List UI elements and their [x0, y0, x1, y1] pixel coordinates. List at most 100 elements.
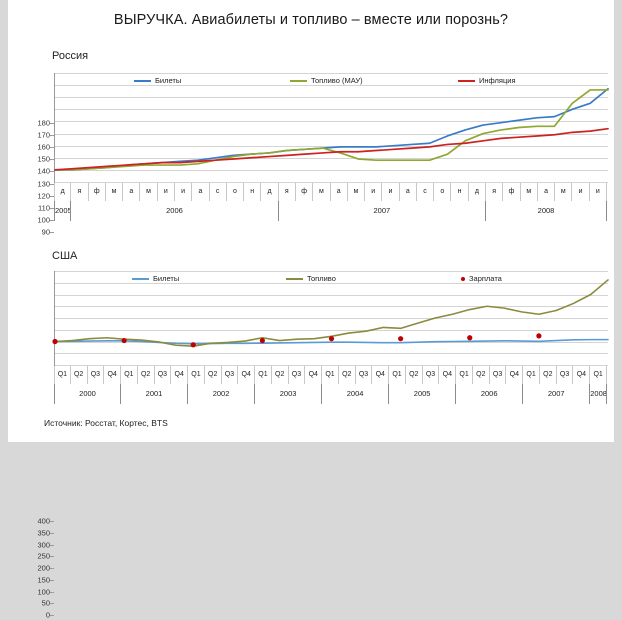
y-axis-tick-label: 110: [38, 203, 50, 213]
x-axis-tick-label: Q4: [372, 366, 390, 384]
chart-usa-series: [52, 271, 608, 348]
gridline: [55, 133, 608, 135]
legend-item[interactable]: Зарплата: [454, 274, 502, 283]
series-line: [55, 90, 608, 170]
y-axis-tick-label: 350: [37, 528, 50, 538]
legend-label: Зарплата: [469, 274, 502, 283]
legend-item[interactable]: Билеты: [134, 76, 181, 85]
y-axis-tick-mark: [50, 591, 54, 593]
x-axis-tick-label: Q2: [406, 366, 423, 384]
x-axis-group-label: 2007: [523, 384, 591, 404]
x-axis-tick-label: м: [106, 183, 124, 201]
y-axis-tick-mark: [50, 195, 54, 197]
y-axis-tick-label: 120: [37, 191, 50, 201]
x-axis-tick-label: Q4: [506, 366, 524, 384]
x-axis-tick-label: Q3: [490, 366, 507, 384]
gridline: [55, 85, 608, 87]
x-axis-tick-label: м: [313, 183, 331, 201]
y-axis-tick-mark: [50, 556, 54, 558]
x-axis-tick-label: д: [261, 183, 279, 201]
y-axis-tick-label: 180: [37, 118, 50, 128]
legend-line-icon: [290, 79, 307, 82]
gridline: [55, 157, 608, 159]
x-axis-tick-label: Q2: [473, 366, 490, 384]
x-axis-group-label: 2005: [54, 201, 72, 221]
y-axis-tick-label: 140: [37, 166, 50, 176]
x-axis-tick-label: я: [71, 183, 89, 201]
x-axis-tick-label: с: [417, 183, 435, 201]
legend-item[interactable]: Инфляция: [458, 76, 516, 85]
x-axis-tick-label: Q1: [456, 366, 473, 384]
y-axis-tick-label: 160: [37, 142, 50, 152]
x-axis-tick-label: Q2: [272, 366, 289, 384]
legend-label: Топливо (МАУ): [311, 76, 363, 85]
x-axis-tick-label: а: [192, 183, 210, 201]
x-axis-tick-label: о: [227, 183, 245, 201]
x-axis-tick-label: Q1: [255, 366, 272, 384]
x-axis-group-label: 2008: [590, 384, 607, 404]
legend-label: Билеты: [155, 76, 182, 85]
legend-item[interactable]: Билеты: [132, 274, 179, 283]
y-axis-tick-mark: [50, 568, 54, 569]
chart-usa-title: США: [52, 250, 78, 262]
x-axis-tick-label: Q4: [305, 366, 323, 384]
x-axis-group-label: 2001: [121, 384, 189, 404]
y-axis-tick-mark: [50, 159, 54, 161]
legend-line-icon: [458, 79, 475, 82]
data-point-marker: [536, 333, 542, 339]
x-axis-tick-label: Q1: [389, 366, 406, 384]
gridline: [55, 318, 608, 319]
x-axis-tick-label: м: [140, 183, 158, 201]
y-axis-tick-label: 100: [37, 587, 50, 596]
series-line: [55, 340, 608, 344]
chart-russia-plot: [54, 73, 608, 183]
x-axis-tick-label: с: [210, 183, 227, 201]
gridline: [55, 73, 608, 74]
x-axis-tick-label: я: [279, 183, 296, 201]
x-axis-tick-label: н: [244, 183, 262, 201]
y-axis-tick-label: 130: [37, 179, 50, 189]
y-axis-tick-label: 170: [37, 130, 50, 140]
gridline: [55, 282, 608, 284]
x-axis-tick-label: а: [331, 183, 348, 201]
x-axis-tick-label: Q2: [71, 366, 88, 384]
legend-item[interactable]: Топливо: [286, 274, 336, 283]
y-axis-tick-label: 100: [37, 215, 50, 225]
y-axis-tick-label: 300: [37, 540, 50, 549]
data-point-marker: [259, 337, 265, 344]
y-axis-tick-mark: [50, 207, 54, 209]
x-axis-group-label: 2003: [255, 384, 323, 404]
gridline: [55, 329, 608, 331]
x-axis-tick-label: Q1: [523, 366, 540, 384]
y-axis-tick-label: 150: [37, 575, 50, 585]
x-axis-group-label: 2002: [188, 384, 256, 404]
chart-russia: Россия 90 100 110 120 130 140 150 160 170 180 Бил…: [8, 50, 614, 237]
chart-russia-title: Россия: [52, 50, 89, 62]
x-axis-group-label: 2000: [54, 384, 122, 404]
x-axis-tick-label: д: [54, 183, 72, 201]
chart-usa: США 0 50 100 150 200 250 300 350 400 Билеты Топли…: [8, 250, 614, 620]
gridline: [55, 109, 608, 111]
x-axis-group-label: 2006: [71, 201, 279, 221]
chart-usa-plot: [52, 271, 608, 366]
chart-usa-legend: Билеты Топливо Зарплата: [54, 274, 608, 284]
y-axis-tick-label: 90: [41, 227, 50, 237]
x-axis-tick-label: Q1: [188, 366, 205, 384]
x-axis-tick-label: Q3: [155, 366, 172, 384]
data-point-marker: [467, 335, 473, 341]
legend-item[interactable]: Топливо (МАУ): [290, 76, 363, 85]
x-axis-tick-label: Q1: [322, 366, 339, 384]
y-axis-tick-mark: [50, 123, 54, 124]
y-axis-tick-mark: [50, 147, 54, 149]
legend-label: Топливо: [307, 274, 336, 283]
data-point-marker: [121, 337, 127, 344]
x-axis-group-label: 2008: [486, 201, 607, 221]
data-point-marker: [328, 336, 335, 342]
chart-russia-xaxis-years: 2005 2006 2007 2008: [54, 201, 608, 221]
slide-canvas: ВЫРУЧКА. Авиабилеты и топливо – вместе и…: [8, 0, 614, 620]
legend-line-icon: [286, 277, 303, 280]
x-axis-tick-label: Q4: [439, 366, 457, 384]
gridline: [55, 121, 608, 123]
y-axis-tick-mark: [50, 219, 54, 221]
